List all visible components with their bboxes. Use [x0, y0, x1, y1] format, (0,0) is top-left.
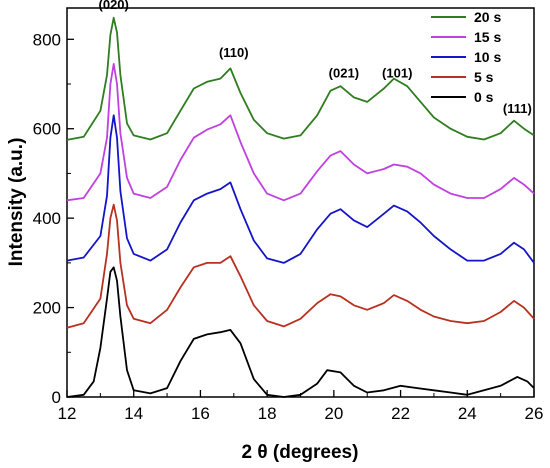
- series-layer: [66, 16, 535, 398]
- y-tick-label: 400: [33, 209, 61, 228]
- peak-label: (020): [99, 0, 129, 12]
- series-line-15-s: [66, 63, 535, 202]
- series-line-5-s: [66, 203, 535, 329]
- x-tick-label: 24: [458, 404, 477, 423]
- legend-label: 5 s: [474, 69, 494, 85]
- x-tick-label: 12: [58, 404, 77, 423]
- x-tick-label: 22: [391, 404, 410, 423]
- series-line-10-s: [66, 114, 535, 264]
- x-tick-label: 16: [191, 404, 210, 423]
- x-tick-label: 18: [258, 404, 277, 423]
- y-tick-label: 800: [33, 30, 61, 49]
- y-tick-label: 600: [33, 120, 61, 139]
- x-tick-label: 14: [124, 404, 143, 423]
- plot-frame: [66, 7, 535, 398]
- series-line-20-s: [66, 16, 535, 141]
- legend-label: 20 s: [474, 9, 501, 25]
- x-axis-title: 2 θ (degrees): [242, 442, 359, 463]
- series-line-0-s: [66, 266, 535, 398]
- y-axis-title: Intensity (a.u.): [6, 138, 27, 267]
- legend-label: 10 s: [474, 49, 501, 65]
- peak-label: (110): [219, 45, 249, 60]
- y-tick-label: 0: [52, 388, 61, 407]
- peak-label: (101): [382, 65, 412, 80]
- peak-label: (021): [329, 65, 359, 80]
- legend: 20 s 15 s 10 s 5 s 0 s: [431, 9, 501, 105]
- x-tick-label: 26: [525, 404, 544, 423]
- x-tick-label: 20: [324, 404, 343, 423]
- y-tick-label: 200: [33, 299, 61, 318]
- legend-label: 15 s: [474, 29, 501, 45]
- legend-label: 0 s: [474, 89, 494, 105]
- ticks-layer: 12 14 16 18 20 22 24 26 0 200 400 600 800: [33, 30, 544, 423]
- peak-label: (111): [503, 101, 532, 116]
- annotation-layer: (020) (110) (021) (101) (111): [99, 0, 532, 116]
